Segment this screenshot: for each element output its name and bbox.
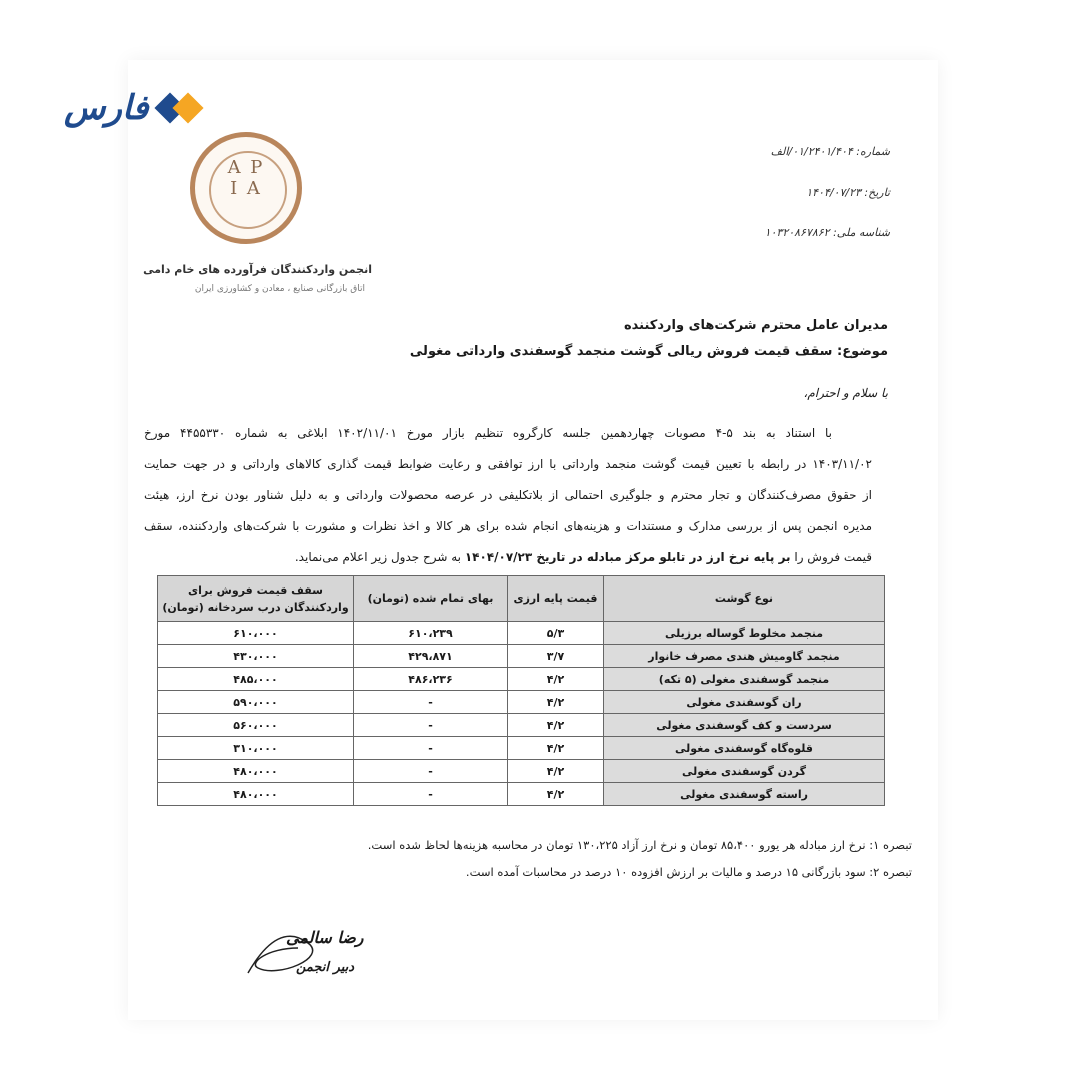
signature-scribble-icon	[247, 935, 314, 974]
table-cell: -	[353, 690, 508, 714]
body-text: قیمت فروش را	[790, 550, 872, 564]
column-header: بهای تمام شده (تومان)	[353, 575, 508, 622]
column-header: نوع گوشت	[603, 575, 885, 622]
subject: موضوع: سقف قیمت فروش ریالی گوشت منجمد گو…	[409, 344, 888, 359]
body-line: ۱۴۰۳/۱۱/۰۲ در رابطه با تعیین قیمت گوشت م…	[144, 457, 872, 471]
table-cell: -	[353, 782, 508, 806]
table-row: سردست و کف گوسفندی مغولی ۴/۲-۵۶۰،۰۰۰	[157, 713, 885, 737]
table-cell: ۳۱۰،۰۰۰	[157, 736, 354, 760]
addressee: مدیران عامل محترم شرکت‌های واردکننده	[624, 318, 888, 333]
body-line: از حقوق مصرف‌کنندگان و تجار محترم و جلوگ…	[144, 488, 872, 502]
table-cell: -	[353, 759, 508, 783]
price-table: نوع گوشت قیمت پایه ارزی بهای تمام شده (توم…	[157, 575, 885, 806]
table-cell: ۴/۲	[507, 713, 604, 737]
table-row: قلوه‌گاه گوسفندی مغولی ۴/۲-۳۱۰،۰۰۰	[157, 736, 885, 760]
body-line: مدیره انجمن پس از بررسی مدارک و مستندات …	[144, 519, 872, 533]
table-cell: ۵۶۰،۰۰۰	[157, 713, 354, 737]
national-id: شناسه ملی: ۱۰۳۲۰۸۶۷۸۶۲	[764, 226, 890, 239]
column-header: سقف قیمت فروش برای واردکنندگان درب سردخا…	[157, 575, 354, 622]
table-cell: ۴/۲	[507, 736, 604, 760]
table-cell: ۴/۲	[507, 690, 604, 714]
table-cell: ۴/۲	[507, 759, 604, 783]
table-row: منجمد گاومیش هندی مصرف خانوار ۳/۷ ۴۲۹،۸۷۱ ۴…	[157, 644, 885, 668]
table-cell: ران گوسفندی مغولی	[603, 690, 885, 714]
table-cell: منجمد گاومیش هندی مصرف خانوار	[603, 644, 885, 668]
table-cell: ۶۱۰،۰۰۰	[157, 621, 354, 645]
body-paragraph: با استناد به بند ۵-۴ مصوبات چهاردهمین جل…	[144, 418, 872, 573]
body-text: به شرح جدول زیر اعلام می‌نماید.	[294, 550, 465, 564]
table-cell: ۴۳۰،۰۰۰	[157, 644, 354, 668]
table-cell: -	[353, 713, 508, 737]
table-cell: ۴/۲	[507, 667, 604, 691]
table-row: گردن گوسفندی مغولی ۴/۲-۴۸۰،۰۰۰	[157, 759, 885, 783]
table-cell: قلوه‌گاه گوسفندی مغولی	[603, 736, 885, 760]
table-cell: ۴۸۵،۰۰۰	[157, 667, 354, 691]
table-cell: سردست و کف گوسفندی مغولی	[603, 713, 885, 737]
letter-number: شماره: ۰۱/۲۴۰۱/۴۰۴/الف	[770, 145, 890, 158]
table-cell: راسته گوسفندی مغولی	[603, 782, 885, 806]
org-subtitle: اتاق بازرگانی صنایع ، معادن و کشاورزی ای…	[194, 284, 365, 294]
table-header-row: نوع گوشت قیمت پایه ارزی بهای تمام شده (توم…	[157, 575, 885, 622]
note-2: تبصره ۲: سود بازرگانی ۱۵ درصد و مالیات ب…	[465, 865, 912, 879]
table-row: راسته گوسفندی مغولی ۴/۲-۴۸۰،۰۰۰	[157, 782, 885, 806]
body-line: با استناد به بند ۵-۴ مصوبات چهاردهمین جل…	[144, 426, 833, 440]
table-cell: -	[353, 736, 508, 760]
table-row: منجمد گوسفندی مغولی (۵ تکه) ۴/۲ ۴۸۶،۲۳۶ ۴۸۵…	[157, 667, 885, 691]
table-cell: ۵۹۰،۰۰۰	[157, 690, 354, 714]
table-cell: ۳/۷	[507, 644, 604, 668]
greeting: با سلام و احترام،	[803, 386, 888, 400]
body-bold-text: بر پایه نرخ ارز در تابلو مرکز مبادله در …	[464, 550, 791, 564]
table-cell: ۶۱۰،۲۳۹	[353, 621, 508, 645]
signature: رضا سالمی دبیر انجمن	[238, 918, 398, 998]
table-cell: ۵/۳	[507, 621, 604, 645]
diamond-logo-icon	[153, 88, 205, 128]
table-cell: ۴۸۶،۲۳۶	[353, 667, 508, 691]
brand-name: فارس	[64, 88, 149, 128]
body-line-last: قیمت فروش را بر پایه نرخ ارز در تابلو مر…	[144, 542, 872, 573]
table-cell: منجمد گوسفندی مغولی (۵ تکه)	[603, 667, 885, 691]
fars-logo: فارس	[64, 88, 205, 128]
note-1: تبصره ۱: نرخ ارز مبادله هر یورو ۸۵،۴۰۰ ت…	[367, 838, 912, 852]
signer-name: رضا سالمی	[286, 928, 364, 947]
table-cell: ۴۲۹،۸۷۱	[353, 644, 508, 668]
org-name: انجمن واردکنندگان فرآورده های خام دامی	[143, 263, 372, 276]
table-cell: ۴۸۰،۰۰۰	[157, 782, 354, 806]
signer-title: دبیر انجمن	[296, 960, 355, 975]
letter-date: تاریخ: ۱۴۰۴/۰۷/۲۳	[806, 186, 890, 199]
table-row: ران گوسفندی مغولی ۴/۲-۵۹۰،۰۰۰	[157, 690, 885, 714]
table-cell: ۴۸۰،۰۰۰	[157, 759, 354, 783]
table-row: منجمد مخلوط گوساله برزیلی ۵/۳ ۶۱۰،۲۳۹ ۶۱۰،۰…	[157, 621, 885, 645]
notes: تبصره ۱: نرخ ارز مبادله هر یورو ۸۵،۴۰۰ ت…	[368, 832, 912, 886]
table-cell: ۴/۲	[507, 782, 604, 806]
table-cell: گردن گوسفندی مغولی	[603, 759, 885, 783]
table-cell: منجمد مخلوط گوساله برزیلی	[603, 621, 885, 645]
column-header: قیمت پایه ارزی	[507, 575, 604, 622]
